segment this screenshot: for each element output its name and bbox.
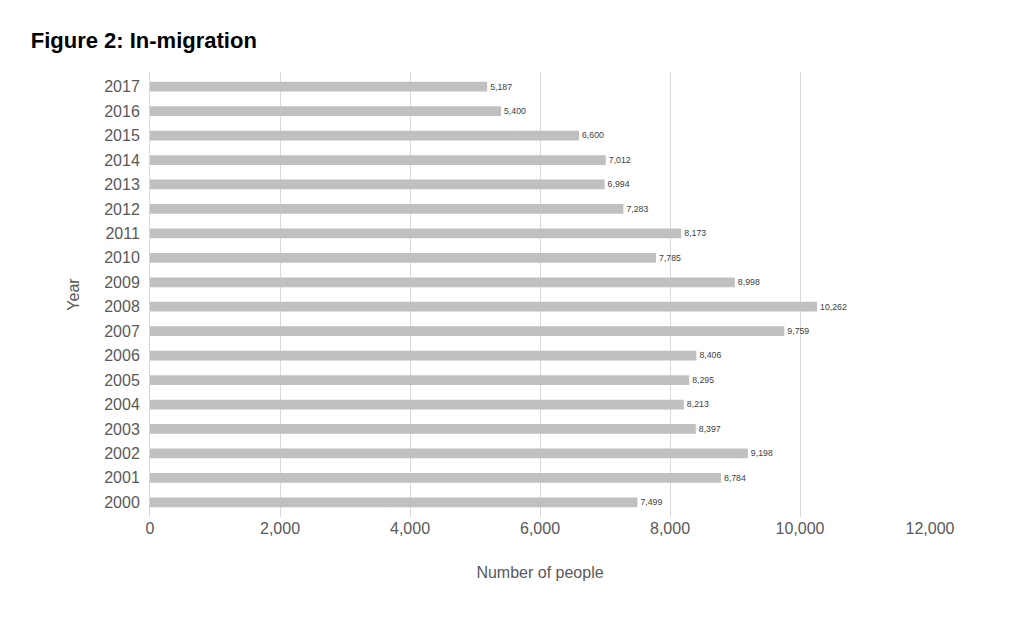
svg-text:2001: 2001 [104, 469, 140, 486]
svg-text:0: 0 [146, 520, 155, 537]
svg-text:9,759: 9,759 [787, 326, 809, 336]
svg-text:10,000: 10,000 [776, 520, 825, 537]
svg-text:6,000: 6,000 [520, 520, 560, 537]
svg-text:5,400: 5,400 [504, 106, 526, 116]
svg-text:10,262: 10,262 [820, 302, 847, 312]
svg-text:2015: 2015 [104, 127, 140, 144]
svg-text:8,406: 8,406 [699, 350, 721, 360]
svg-text:5,187: 5,187 [490, 82, 512, 92]
svg-text:2000: 2000 [104, 494, 140, 511]
svg-text:2012: 2012 [104, 201, 140, 218]
svg-text:Number of people: Number of people [476, 564, 603, 581]
svg-text:7,499: 7,499 [640, 497, 662, 507]
svg-text:4,000: 4,000 [390, 520, 430, 537]
svg-text:8,295: 8,295 [692, 375, 714, 385]
svg-text:6,600: 6,600 [582, 130, 604, 140]
svg-text:2005: 2005 [104, 372, 140, 389]
svg-text:Year: Year [65, 278, 82, 311]
svg-text:8,213: 8,213 [687, 399, 709, 409]
svg-text:2007: 2007 [104, 323, 140, 340]
svg-text:8,397: 8,397 [699, 424, 721, 434]
svg-text:7,012: 7,012 [609, 155, 631, 165]
svg-text:7,785: 7,785 [659, 253, 681, 263]
svg-text:8,173: 8,173 [684, 228, 706, 238]
svg-text:2006: 2006 [104, 347, 140, 364]
svg-text:12,000: 12,000 [906, 520, 955, 537]
svg-text:2013: 2013 [104, 176, 140, 193]
svg-text:Figure 2: In-migration: Figure 2: In-migration [31, 28, 257, 53]
svg-text:2016: 2016 [104, 103, 140, 120]
svg-text:8,784: 8,784 [724, 473, 746, 483]
svg-text:2003: 2003 [104, 421, 140, 438]
svg-text:2014: 2014 [104, 152, 140, 169]
svg-text:2004: 2004 [104, 396, 140, 413]
svg-text:2010: 2010 [104, 249, 140, 266]
svg-text:2011: 2011 [105, 225, 140, 242]
svg-text:2017: 2017 [104, 78, 140, 95]
svg-text:9,198: 9,198 [751, 448, 773, 458]
svg-text:8,998: 8,998 [738, 277, 760, 287]
svg-text:2,000: 2,000 [260, 520, 300, 537]
svg-text:6,994: 6,994 [608, 179, 630, 189]
svg-text:2002: 2002 [104, 445, 140, 462]
svg-text:7,283: 7,283 [626, 204, 648, 214]
svg-text:8,000: 8,000 [650, 520, 690, 537]
svg-text:2009: 2009 [104, 274, 140, 291]
svg-text:2008: 2008 [104, 298, 140, 315]
